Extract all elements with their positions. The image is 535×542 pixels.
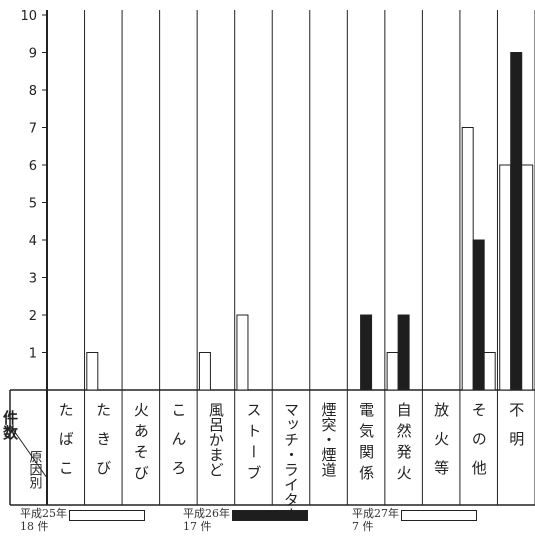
y-tick-label: 5 <box>29 197 37 212</box>
legend-label-2014: 平成26年 <box>183 507 230 520</box>
category-label: 電気関係 <box>357 402 375 486</box>
category-label: ストーブ <box>244 402 262 486</box>
legend-swatch-2014 <box>232 510 308 521</box>
bar-2013 <box>499 164 512 391</box>
y-tick-label: 7 <box>29 122 37 137</box>
legend-item-2015: 平成27年 7 件 <box>352 508 477 540</box>
axis-layer <box>9 10 535 506</box>
y-tick-label: 6 <box>29 159 37 174</box>
y-tick-label: 4 <box>29 234 37 249</box>
bar-2014 <box>397 314 410 391</box>
y-tick-label: 8 <box>29 84 37 99</box>
legend-count-2013: 18 件 <box>20 520 49 533</box>
count-header-label: 件数 <box>1 409 19 441</box>
bar-2014 <box>472 239 485 391</box>
bar-2014 <box>510 52 523 391</box>
legend-item-2013: 平成25年 18 件 <box>20 508 145 540</box>
bar-layer <box>86 52 534 391</box>
y-tick-label: 3 <box>29 272 37 287</box>
bar-2013 <box>386 352 399 391</box>
bar-2014 <box>360 314 373 391</box>
label-layer: 1 2 3 4 5 6 7 8 9 10 たばこ たきび 火あそび こんろ 風呂かまど ストーブ マッチ・ライタ… <box>20 9 525 522</box>
legend-count-2014: 17 件 <box>183 520 212 533</box>
bar-2013 <box>86 352 99 391</box>
category-label: 不明 <box>507 402 525 460</box>
header-diagonal <box>9 424 48 479</box>
y-tick-label: 2 <box>29 309 37 324</box>
bar-2015 <box>521 164 534 391</box>
cause-header-label: 原因別 <box>27 450 43 490</box>
legend-label-2015: 平成27年 <box>352 507 399 520</box>
legend-item-2014: 平成26年 17 件 <box>183 508 308 540</box>
category-label: 煙突・煙道 <box>320 402 338 477</box>
legend-count-2015: 7 件 <box>352 520 374 533</box>
category-label: その他 <box>470 402 488 489</box>
legend-label-2013: 平成25年 <box>20 507 67 520</box>
category-label: 自然発火 <box>395 402 413 486</box>
category-label: マッチ・ライター <box>282 402 300 522</box>
category-label: 風呂かまど <box>207 402 225 477</box>
y-tick-label: 1 <box>29 347 37 362</box>
y-tick-label: 9 <box>29 47 37 62</box>
bar-2013 <box>236 314 249 391</box>
legend-swatch-2015 <box>401 510 477 521</box>
bar-2013 <box>198 352 211 391</box>
y-tick-label: 10 <box>20 9 37 24</box>
category-label: 放火等 <box>432 402 450 489</box>
category-label: たばこ <box>57 402 75 489</box>
category-label: こんろ <box>169 402 187 489</box>
category-label: 火あそび <box>132 402 150 486</box>
category-label: たきび <box>94 402 112 489</box>
bar-2013 <box>461 127 474 391</box>
legend-swatch-2013 <box>69 510 145 521</box>
bar-2015 <box>483 352 496 391</box>
